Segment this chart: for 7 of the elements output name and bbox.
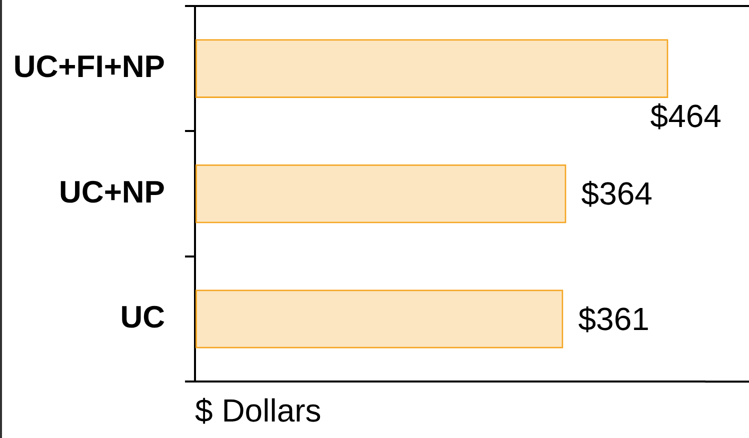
y-tick-label: UC+FI+NP bbox=[13, 49, 165, 84]
y-tick-label: UC+NP bbox=[59, 174, 165, 210]
y-tick-label: UC bbox=[120, 300, 165, 335]
data-label: $364 bbox=[581, 176, 652, 212]
x-axis-title: $ Dollars bbox=[195, 392, 322, 429]
data-label: $464 bbox=[650, 98, 722, 134]
data-label: $361 bbox=[578, 300, 650, 337]
